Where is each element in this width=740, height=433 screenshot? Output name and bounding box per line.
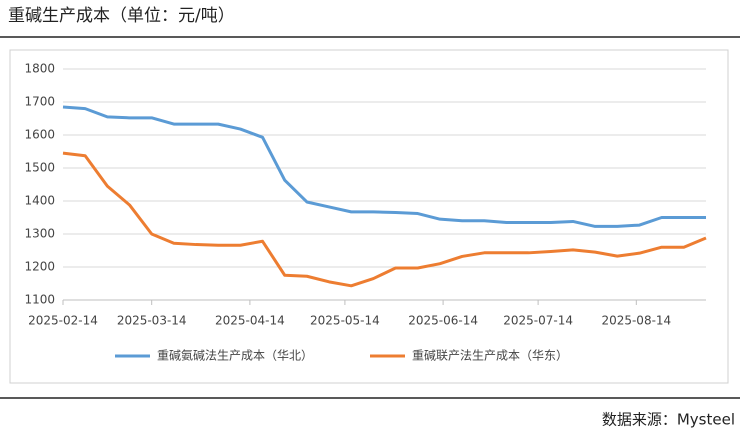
y-tick-label: 1500 [24,161,55,175]
x-tick-label: 2025-05-14 [310,314,380,328]
x-tick-label: 2025-06-14 [408,314,478,328]
x-tick-label: 2025-07-14 [503,314,573,328]
y-tick-label: 1200 [24,260,55,274]
chart-title: 重碱生产成本（单位：元/吨） [8,6,235,26]
x-tick-label: 2025-03-14 [117,314,187,328]
y-tick-label: 1700 [24,95,55,109]
y-tick-label: 1100 [24,293,55,307]
chart-frame [9,49,729,384]
series-line [62,151,707,288]
x-tick-label: 2025-02-14 [28,314,98,328]
legend-label: 重碱氨碱法生产成本（华北） [157,349,313,363]
y-tick-label: 1600 [24,128,55,142]
series-line [62,105,706,228]
y-tick-label: 1800 [24,62,55,76]
source-note: 数据来源：Mysteel [602,411,735,429]
legend-label: 重碱联产法生产成本（华东） [412,349,568,363]
y-tick-label: 1400 [24,194,55,208]
y-tick-label: 1300 [24,227,55,241]
x-tick-label: 2025-08-14 [601,314,671,328]
x-tick-label: 2025-04-14 [215,314,285,328]
